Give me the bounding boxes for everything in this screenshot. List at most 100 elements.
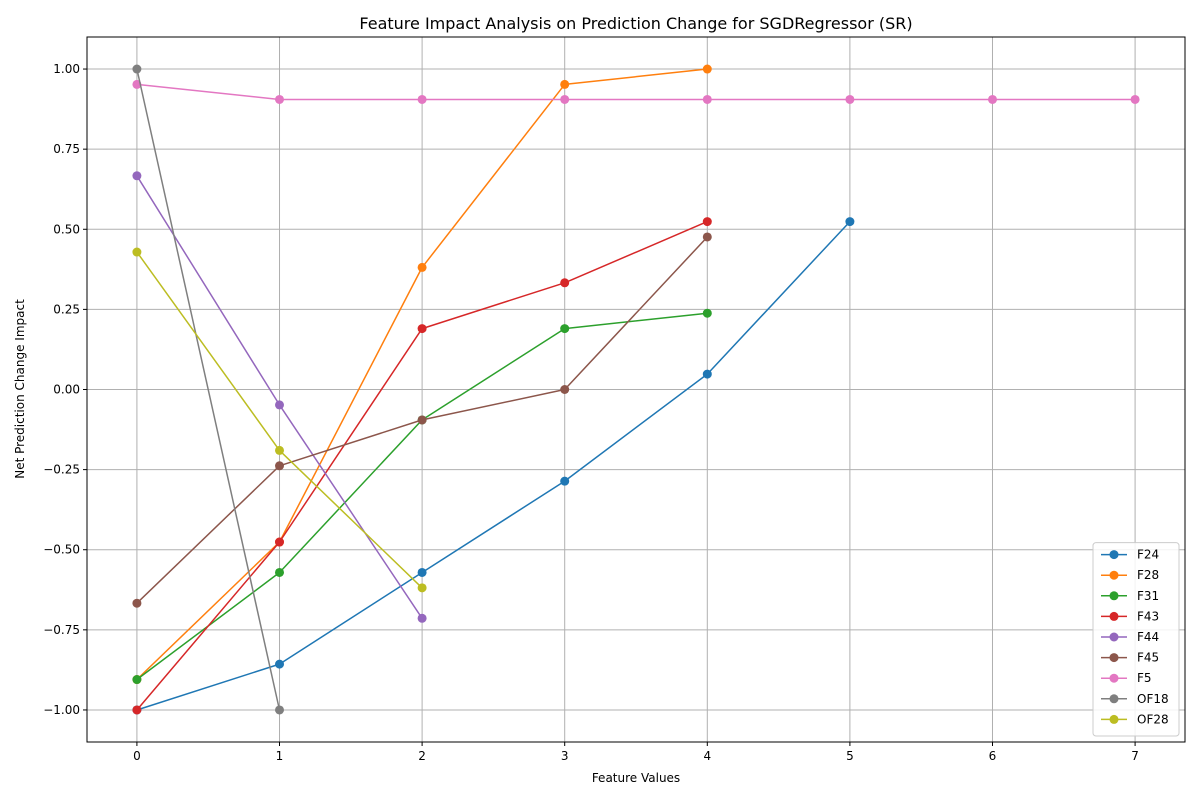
data-point-f43: [702, 217, 712, 227]
data-point-f44: [275, 400, 285, 410]
data-point-of28: [132, 247, 142, 257]
data-point-f5: [275, 94, 285, 104]
legend: F24 F28 F31 F43 F44 F45 F5 OF18 OF28: [1092, 542, 1180, 737]
y-tick-label: 0.00: [53, 383, 80, 397]
y-tick-label: −0.25: [43, 463, 80, 477]
legend-item-of28: OF28: [1101, 712, 1169, 726]
legend-marker-swatch: [1109, 591, 1119, 601]
data-point-f31: [132, 675, 142, 685]
data-point-of18: [275, 705, 285, 715]
data-point-f43: [417, 324, 427, 334]
legend-item-f24: F24: [1101, 548, 1159, 562]
data-point-of28: [275, 445, 285, 455]
data-point-f5: [417, 94, 427, 104]
legend-marker-swatch: [1109, 714, 1119, 724]
legend-item-f43: F43: [1101, 609, 1159, 623]
data-point-f44: [417, 613, 427, 623]
data-point-f45: [702, 232, 712, 242]
data-point-f5: [1130, 94, 1140, 104]
data-point-f28: [702, 64, 712, 74]
data-point-f28: [417, 262, 427, 272]
series-line-f24: [136, 221, 851, 711]
data-point-f31: [560, 324, 570, 334]
data-point-f24: [417, 567, 427, 577]
y-tick-label: −0.75: [43, 623, 80, 637]
data-point-f43: [275, 537, 285, 547]
legend-marker-swatch: [1109, 673, 1119, 683]
series-layer: [132, 64, 1140, 715]
legend-label: F28: [1137, 568, 1159, 582]
data-point-f28: [560, 79, 570, 89]
data-point-f31: [702, 308, 712, 318]
y-tick-label: 0.75: [53, 142, 80, 156]
legend-marker-swatch: [1109, 653, 1119, 663]
y-tick-label: 0.50: [53, 222, 80, 236]
legend-label: F44: [1137, 630, 1159, 644]
legend-label: F24: [1137, 548, 1159, 562]
data-point-f5: [702, 94, 712, 104]
data-point-of18: [132, 64, 142, 74]
data-point-f5: [560, 94, 570, 104]
y-tick-label: 0.25: [53, 302, 80, 316]
data-point-f24: [845, 217, 855, 227]
x-tick-label: 5: [846, 749, 854, 763]
data-point-f5: [987, 94, 997, 104]
data-point-f45: [417, 415, 427, 425]
legend-label: F45: [1137, 651, 1159, 665]
legend-marker-swatch: [1109, 611, 1119, 621]
legend-label: OF18: [1137, 692, 1169, 706]
data-point-f31: [275, 567, 285, 577]
legend-item-of18: OF18: [1101, 692, 1169, 706]
series-of18: [132, 64, 285, 715]
data-point-of28: [417, 583, 427, 593]
series-line-f5: [136, 83, 1136, 101]
legend-label: F43: [1137, 609, 1159, 623]
data-point-f45: [560, 385, 570, 394]
data-point-f24: [275, 659, 285, 669]
legend-label: F5: [1137, 671, 1152, 685]
y-tick-label: 1.00: [53, 62, 80, 76]
y-axis-label: Net Prediction Change Impact: [13, 299, 27, 479]
legend-item-f44: F44: [1101, 630, 1159, 644]
x-tick-label: 1: [276, 749, 284, 763]
legend-item-f45: F45: [1101, 651, 1159, 665]
series-f43: [132, 217, 712, 715]
legend-item-f5: F5: [1101, 671, 1152, 685]
legend-marker-swatch: [1109, 632, 1119, 642]
x-tick-label: 4: [703, 749, 711, 763]
x-axis-label: Feature Values: [592, 771, 680, 785]
legend-frame: [1092, 542, 1180, 737]
series-f45: [132, 232, 712, 608]
data-point-f43: [560, 278, 570, 288]
series-line-of18: [136, 68, 281, 711]
x-tick-label: 2: [418, 749, 426, 763]
legend-item-f31: F31: [1101, 589, 1159, 603]
data-point-f24: [702, 369, 712, 379]
data-point-f24: [560, 476, 570, 486]
grid-layer: [87, 37, 1185, 742]
x-tick-label: 0: [133, 749, 141, 763]
x-tick-label: 3: [561, 749, 569, 763]
legend-label: OF28: [1137, 712, 1169, 726]
x-tick-label: 6: [989, 749, 997, 763]
legend-marker-swatch: [1109, 570, 1119, 580]
data-point-f44: [132, 171, 142, 181]
series-f44: [132, 171, 427, 623]
y-tick-label: −1.00: [43, 703, 80, 717]
x-tick-label: 7: [1131, 749, 1139, 763]
legend-label: F31: [1137, 589, 1159, 603]
legend-item-f28: F28: [1101, 568, 1159, 582]
data-point-f45: [275, 461, 285, 471]
data-point-f45: [132, 598, 142, 608]
chart-title: Feature Impact Analysis on Prediction Ch…: [359, 14, 912, 33]
data-point-f43: [132, 705, 142, 715]
legend-marker-swatch: [1109, 550, 1119, 560]
data-point-f5: [845, 94, 855, 104]
series-of28: [132, 247, 427, 593]
series-f5: [132, 79, 1140, 104]
legend-marker-swatch: [1109, 694, 1119, 704]
tick-layer: 0 1 2 3 4 5 6 7 −1.00 −0.75 −0.50 −0.25 0.00 0.25 0.50…: [43, 62, 1139, 763]
y-tick-label: −0.50: [43, 543, 80, 557]
